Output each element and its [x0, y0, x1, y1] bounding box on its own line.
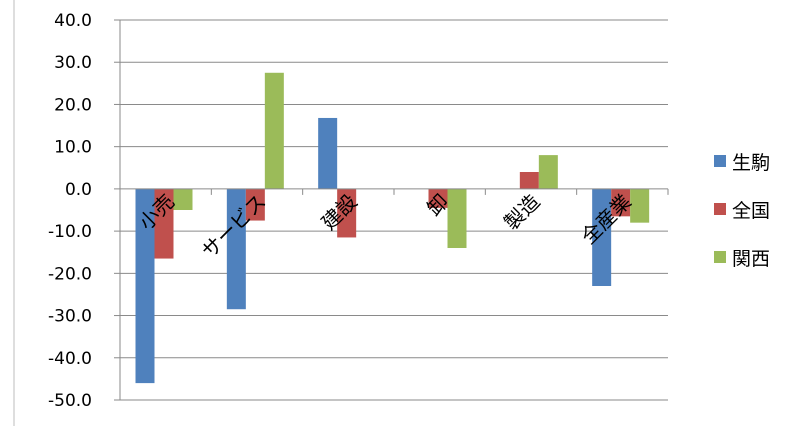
axes	[119, 20, 669, 400]
bar	[592, 188, 612, 286]
bar	[264, 72, 284, 189]
bars	[135, 72, 650, 384]
bar	[611, 188, 631, 217]
legend-swatch	[714, 251, 726, 263]
bar	[226, 188, 246, 310]
y-tick-label: 20.0	[54, 95, 92, 115]
bar	[337, 188, 357, 238]
category-labels: 小売 サービス 建設卸製造 全産業	[134, 189, 636, 263]
y-axis-tick-labels: -50.0 -40.0 -30.0 -20.0 -10.0 0.0 10.0 20.0 30.0…	[48, 11, 92, 411]
y-tick-label: 0.0	[65, 180, 92, 200]
bar	[245, 188, 265, 221]
bar	[318, 117, 338, 189]
bar	[154, 188, 174, 259]
y-tick-label: 30.0	[54, 53, 92, 73]
bar	[135, 188, 155, 384]
y-tick-label: -30.0	[48, 307, 92, 327]
y-tick-label: -50.0	[48, 391, 92, 411]
bar	[428, 188, 448, 208]
y-tick-label: 40.0	[54, 11, 92, 31]
gridlines	[114, 19, 668, 401]
y-tick-label: -10.0	[48, 222, 92, 242]
legend-label: 関西	[732, 248, 770, 270]
y-tick-label: 10.0	[54, 138, 92, 158]
legend-label: 生駒	[732, 152, 770, 174]
legend-swatch	[714, 155, 726, 167]
bar	[173, 188, 193, 210]
legend-swatch	[714, 203, 726, 215]
bar	[538, 155, 558, 189]
bar	[519, 172, 539, 189]
category-label: 製造	[499, 189, 544, 234]
bar	[447, 188, 467, 248]
legend-label: 全国	[732, 200, 770, 222]
y-tick-label: -20.0	[48, 264, 92, 284]
bar	[630, 188, 650, 223]
y-tick-label: -40.0	[48, 349, 92, 369]
